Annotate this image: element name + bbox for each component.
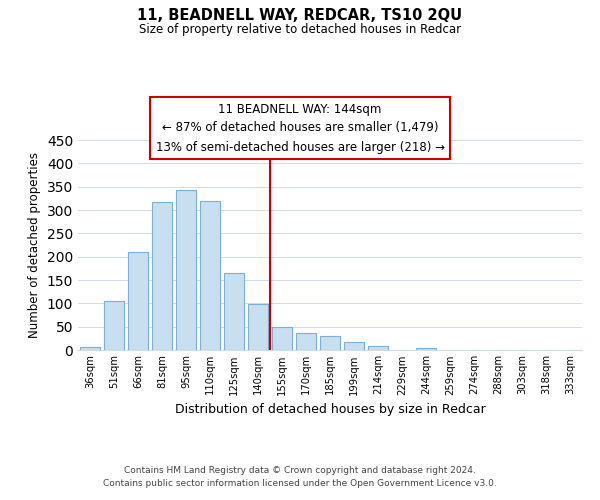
Text: Contains HM Land Registry data © Crown copyright and database right 2024.
Contai: Contains HM Land Registry data © Crown c…: [103, 466, 497, 487]
Bar: [416, 348, 436, 350]
X-axis label: Distribution of detached houses by size in Redcar: Distribution of detached houses by size …: [175, 403, 485, 416]
Bar: [296, 332, 316, 350]
Text: Size of property relative to detached houses in Redcar: Size of property relative to detached ho…: [139, 22, 461, 36]
Bar: [152, 202, 172, 350]
Bar: [344, 342, 364, 350]
Text: 11 BEADNELL WAY: 144sqm
← 87% of detached houses are smaller (1,479)
13% of semi: 11 BEADNELL WAY: 144sqm ← 87% of detache…: [155, 102, 445, 154]
Bar: [320, 336, 340, 350]
Bar: [104, 300, 124, 350]
Bar: [200, 201, 220, 350]
Y-axis label: Number of detached properties: Number of detached properties: [28, 152, 41, 338]
Bar: [368, 346, 388, 350]
Bar: [176, 190, 196, 350]
Bar: [128, 252, 148, 350]
Bar: [248, 304, 268, 350]
Bar: [224, 273, 244, 350]
Bar: [272, 326, 292, 350]
Bar: [80, 346, 100, 350]
Text: 11, BEADNELL WAY, REDCAR, TS10 2QU: 11, BEADNELL WAY, REDCAR, TS10 2QU: [137, 8, 463, 22]
